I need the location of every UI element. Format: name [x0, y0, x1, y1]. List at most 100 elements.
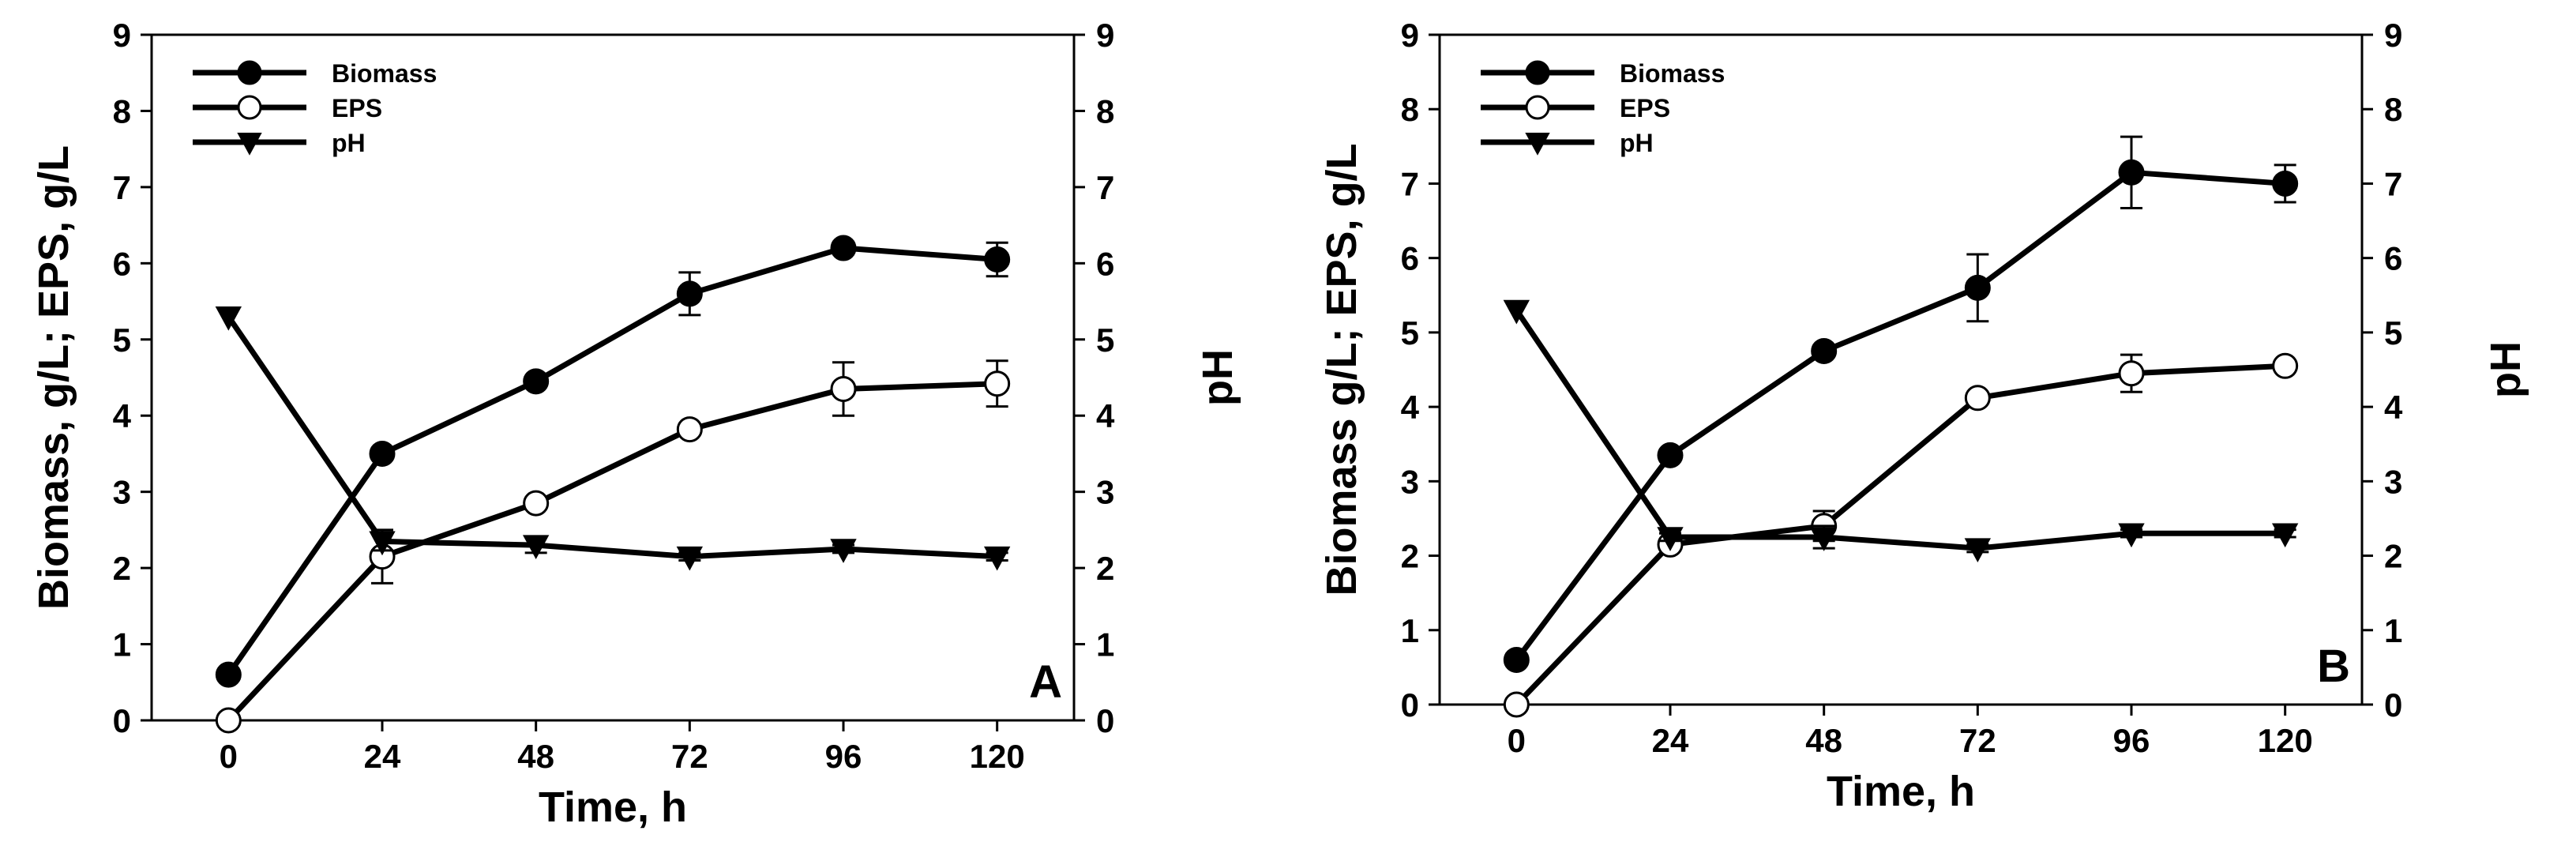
- series-line-eps: [226, 381, 997, 723]
- data-point-biomass: [1657, 442, 1684, 468]
- data-point-ph: [676, 546, 704, 571]
- y-axis-title: Biomass g/L; EPS, g/L: [1318, 143, 1365, 596]
- x-tick-label: 24: [364, 738, 401, 775]
- y2-tick-label: 4: [1096, 397, 1115, 434]
- x-tick-label: 24: [1652, 722, 1689, 759]
- y2-tick-label: 7: [1096, 169, 1114, 206]
- legend-label: Biomass: [1620, 59, 1725, 88]
- y-tick-label: 7: [1401, 165, 1419, 202]
- x-tick-label: 48: [517, 738, 554, 775]
- chart-panel-b: 0 1 2 3 4 5 6 7 8 9 0 1 2 3 4 5 6 7 8 9 0 24 48 72 96 120 Time, h B…: [1318, 17, 2529, 815]
- legend-marker-biomass: [1525, 60, 1550, 85]
- y-tick-label: 3: [113, 474, 131, 511]
- y2-axis-title: pH: [1194, 349, 1241, 406]
- legend-label: Biomass: [332, 59, 437, 88]
- series-line-biomass: [226, 245, 997, 677]
- legend-marker-biomass: [237, 60, 262, 85]
- data-point-eps: [523, 490, 550, 517]
- plot-frame: [150, 33, 1076, 722]
- data-point-ph: [1503, 299, 1530, 325]
- y-tick-label: 1: [113, 626, 131, 663]
- y-tick-label: 6: [113, 245, 131, 282]
- y2-tick-label: 9: [1096, 17, 1114, 54]
- x-tick-label: 48: [1805, 722, 1842, 759]
- y-tick-label: 9: [1401, 17, 1419, 54]
- y-tick-label: 2: [1401, 538, 1419, 575]
- legend-marker-ph: [1525, 132, 1550, 156]
- series-line-ph: [226, 314, 997, 560]
- y-axis-title: Biomass, g/L; EPS, g/L: [30, 145, 77, 610]
- y-tick-label: 1: [1401, 612, 1419, 649]
- y2-tick-label: 0: [1096, 702, 1114, 739]
- y2-tick-label: 0: [2384, 686, 2402, 724]
- y-tick-label: 4: [1401, 389, 1420, 426]
- y2-axis-title: pH: [2482, 341, 2529, 398]
- y2-tick-label: 1: [1096, 626, 1114, 663]
- data-point-eps: [2118, 360, 2145, 387]
- data-point-ph: [2118, 523, 2145, 548]
- chart-panel-a: 0 1 2 3 4 5 6 7 8 9 0 1 2 3 4 5 6 7 8 9 0 24 48 72 96 120 Time, h B…: [30, 17, 1241, 831]
- x-axis-title: Time, h: [1827, 768, 1975, 815]
- y-tick-label: 8: [1401, 91, 1419, 128]
- data-point-biomass: [1811, 337, 1838, 364]
- y2-tick-label: 2: [1096, 550, 1114, 587]
- data-point-eps: [1964, 385, 1991, 412]
- data-point-ph: [215, 306, 242, 331]
- data-point-biomass: [676, 280, 703, 307]
- y-tick-label: 6: [1401, 240, 1419, 277]
- y-tick-label: 4: [113, 397, 132, 434]
- x-tick-label: 0: [1508, 722, 1526, 759]
- data-point-ph: [369, 531, 396, 556]
- data-point-ph: [522, 535, 550, 560]
- legend-marker-eps: [237, 95, 262, 120]
- y2-tick-label: 4: [2384, 389, 2403, 426]
- data-point-ph: [1810, 527, 1838, 551]
- x-tick-label: 120: [970, 738, 1025, 775]
- x-tick-label: 96: [2113, 722, 2150, 759]
- y2-tick-label: 5: [2384, 314, 2402, 351]
- y-tick-label: 5: [113, 321, 131, 359]
- y2-tick-label: 6: [1096, 245, 1114, 282]
- y2-tick-label: 2: [2384, 538, 2402, 575]
- data-point-biomass: [1964, 274, 1991, 301]
- y2-tick-label: 9: [2384, 17, 2402, 54]
- y-tick-label: 5: [1401, 314, 1419, 351]
- data-point-biomass: [830, 235, 857, 261]
- data-point-eps: [830, 375, 857, 402]
- y-tick-label: 0: [113, 702, 131, 739]
- data-point-biomass: [215, 661, 242, 688]
- data-point-biomass: [369, 440, 396, 467]
- legend-marker-eps: [1525, 95, 1550, 120]
- series-line-ph: [1514, 308, 2285, 551]
- y-tick-label: 0: [1401, 686, 1419, 724]
- y-tick-label: 7: [113, 169, 131, 206]
- legend-label: EPS: [332, 94, 382, 122]
- data-point-biomass: [1503, 646, 1530, 673]
- y-tick-label: 8: [113, 92, 131, 130]
- data-point-biomass: [2272, 170, 2299, 197]
- y2-tick-label: 8: [1096, 92, 1114, 130]
- x-tick-label: 72: [1959, 722, 1996, 759]
- legend-label: EPS: [1620, 94, 1670, 122]
- x-tick-label: 96: [825, 738, 862, 775]
- x-tick-label: 72: [671, 738, 708, 775]
- y-tick-label: 2: [113, 550, 131, 587]
- data-point-ph: [1657, 527, 1684, 551]
- panel-label: B: [2317, 641, 2350, 692]
- data-point-eps: [676, 416, 703, 443]
- panel-label: A: [1029, 656, 1062, 708]
- y2-tick-label: 5: [1096, 321, 1114, 359]
- y2-tick-label: 1: [2384, 612, 2402, 649]
- legend-label: pH: [332, 129, 366, 157]
- x-tick-label: 120: [2258, 722, 2313, 759]
- y-tick-label: 9: [113, 17, 131, 54]
- data-point-ph: [830, 539, 857, 563]
- data-point-eps: [984, 370, 1011, 397]
- y2-tick-label: 7: [2384, 165, 2402, 202]
- series-line-eps: [1514, 363, 2285, 707]
- y2-tick-label: 8: [2384, 91, 2402, 128]
- data-point-eps: [1503, 691, 1530, 718]
- data-point-ph: [983, 546, 1011, 571]
- data-point-biomass: [2118, 159, 2145, 186]
- plot-frame: [1438, 33, 2364, 706]
